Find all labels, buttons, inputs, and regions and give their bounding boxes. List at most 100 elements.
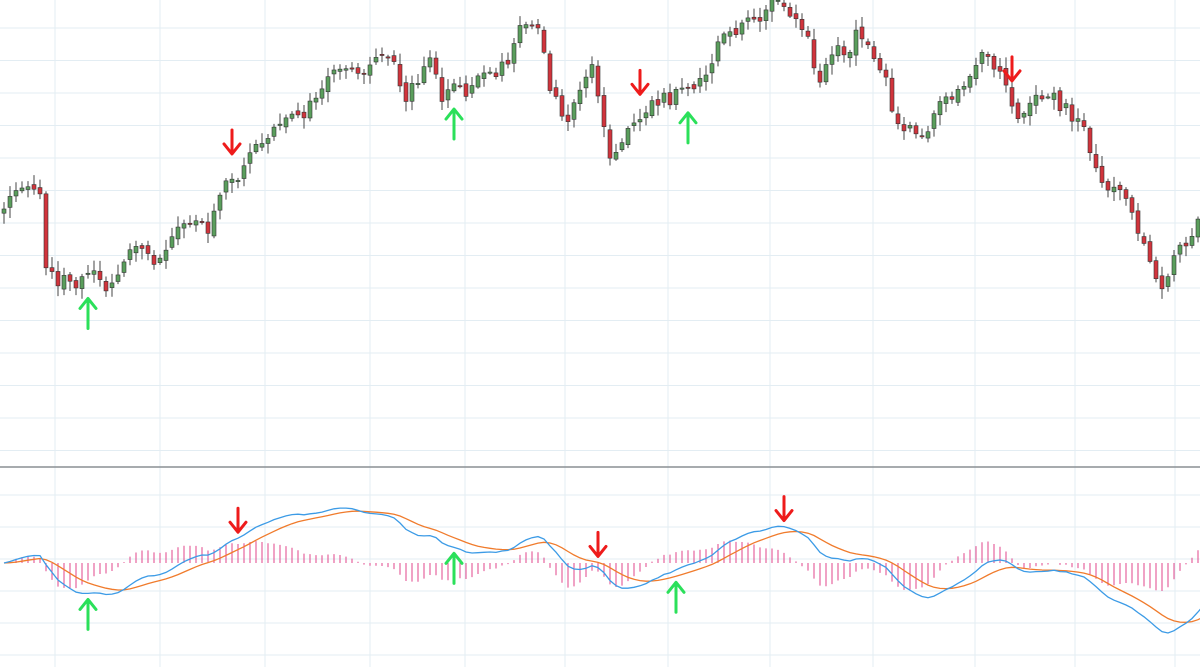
candle-up <box>499 61 505 76</box>
candle-down <box>1129 197 1135 213</box>
candle-down <box>667 92 673 106</box>
candle-down <box>805 30 811 37</box>
candle-up <box>973 65 979 79</box>
candle-down <box>1087 127 1093 154</box>
candle-down <box>139 245 145 249</box>
candle-down <box>595 65 601 97</box>
sell-arrow-icon <box>774 495 794 523</box>
candle-down <box>841 46 847 56</box>
candle-up <box>217 194 223 211</box>
sell-arrow-icon <box>588 530 608 558</box>
candle-down <box>67 274 73 282</box>
candle-down <box>997 66 1003 72</box>
candle-up <box>91 270 97 275</box>
candle-down <box>895 113 901 125</box>
candle-down <box>355 67 361 74</box>
candle-down <box>1159 275 1165 290</box>
candle-up <box>643 112 649 119</box>
candle-down <box>385 56 391 59</box>
candle-up <box>631 122 637 126</box>
candle-up <box>367 64 373 76</box>
candle-down <box>361 72 367 75</box>
candle-down <box>1141 236 1147 244</box>
candle-down <box>541 29 547 53</box>
candle-up <box>961 86 967 90</box>
candle-up <box>121 261 127 273</box>
candle-down <box>793 13 799 20</box>
candle-down <box>49 267 55 272</box>
buy-arrow-icon <box>78 597 98 631</box>
candle-down <box>787 7 793 17</box>
candle-down <box>37 187 43 195</box>
candle-down <box>883 69 889 78</box>
candle-up <box>409 83 415 102</box>
candle-up <box>709 63 715 74</box>
candle-up <box>1021 112 1027 118</box>
candle-down <box>985 54 991 57</box>
candle-up <box>331 69 337 75</box>
candle-up <box>313 97 319 103</box>
candle-up <box>577 89 583 105</box>
buy-arrow-icon <box>678 111 698 145</box>
candle-down <box>685 86 691 89</box>
candle-down <box>799 19 805 30</box>
candle-down <box>781 2 787 7</box>
candle-up <box>451 83 457 92</box>
macd-line <box>3 507 1200 634</box>
candle-up <box>235 180 241 182</box>
candle-up <box>415 83 421 85</box>
candle-down <box>553 87 559 97</box>
signal-arrows <box>78 55 1022 631</box>
candle-down <box>43 193 49 269</box>
candle-up <box>583 76 589 89</box>
candle-up <box>307 100 313 119</box>
candle-down <box>1183 242 1189 247</box>
candle-down <box>607 129 613 159</box>
candle-up <box>25 186 31 190</box>
candle-up <box>1111 186 1117 193</box>
candle-up <box>703 74 709 82</box>
candle-up <box>937 101 943 116</box>
candle-down <box>1069 104 1075 122</box>
candle-down <box>433 57 439 75</box>
candle-up <box>523 24 529 29</box>
sell-arrow-icon <box>1002 55 1022 83</box>
candle-down <box>505 59 511 65</box>
candle-down <box>187 222 193 225</box>
candle-down <box>919 135 925 138</box>
candle-up <box>907 125 913 129</box>
candle-down <box>1093 154 1099 169</box>
candle-up <box>721 33 727 44</box>
candle-up <box>847 52 853 59</box>
candle-up <box>955 89 961 103</box>
candle-down <box>457 85 463 88</box>
buy-arrow-icon <box>666 580 686 614</box>
candle-up <box>19 187 25 192</box>
candle-down <box>1135 210 1141 234</box>
candle-down <box>901 124 907 132</box>
candle-down <box>871 46 877 59</box>
buy-arrow-icon <box>444 107 464 141</box>
candle-down <box>55 271 61 287</box>
candle-up <box>115 274 121 282</box>
candle-up <box>7 196 13 208</box>
candle-down <box>565 114 571 122</box>
candle-down <box>865 41 871 46</box>
candle-down <box>655 99 661 106</box>
candle-up <box>679 87 685 90</box>
candle-down <box>547 53 553 91</box>
candle-up <box>967 75 973 88</box>
candle-up <box>421 66 427 84</box>
candle-up <box>469 85 475 94</box>
candle-down <box>751 16 757 20</box>
candle-down <box>733 28 739 36</box>
candle-down <box>151 255 157 265</box>
candle-up <box>283 117 289 128</box>
candle-down <box>811 39 817 69</box>
candle-down <box>199 221 205 223</box>
candle-up <box>289 113 295 119</box>
candle-up <box>517 25 523 44</box>
candle-down <box>991 55 997 70</box>
